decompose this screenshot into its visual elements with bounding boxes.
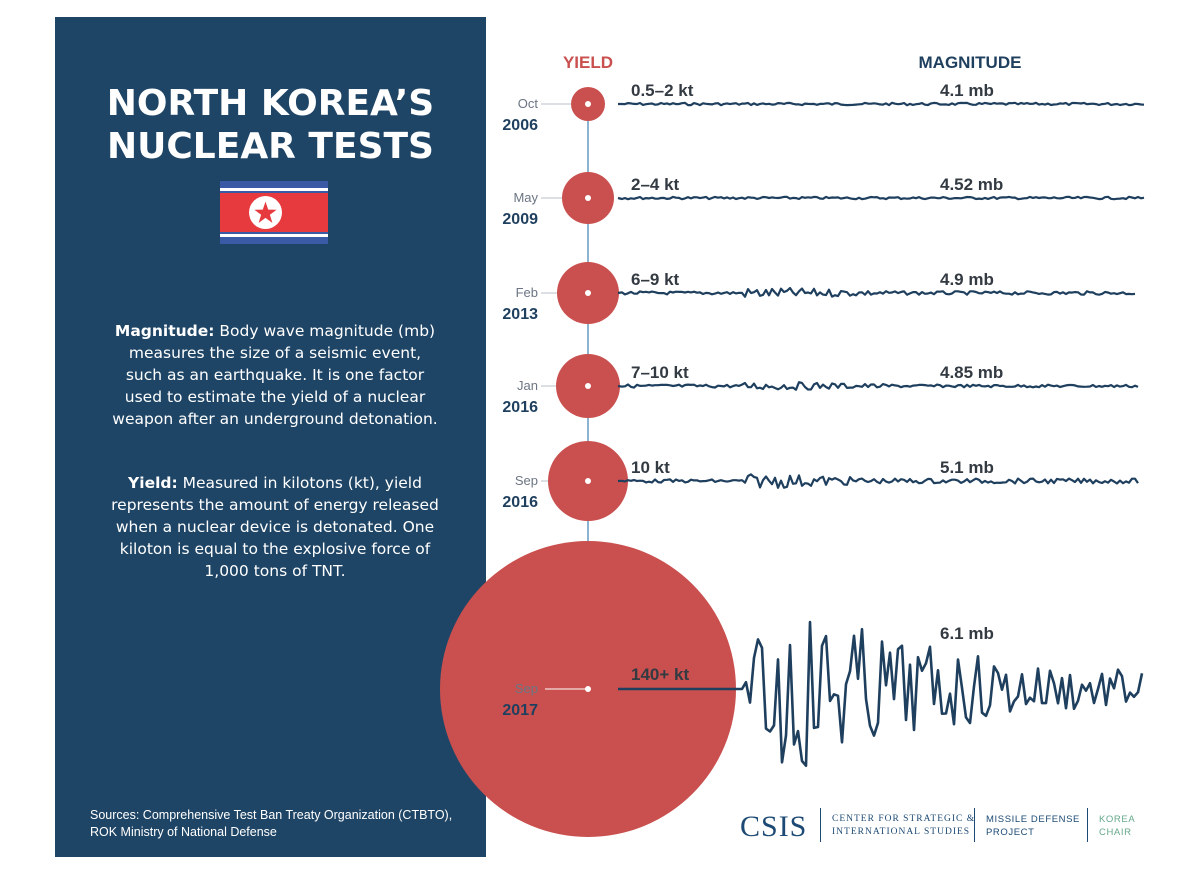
seismic-trace [617, 473, 1139, 489]
magnitude-label: 5.1 mb [940, 458, 994, 477]
logo-divider [1087, 808, 1088, 842]
test-month: Oct [518, 96, 539, 111]
seismic-trace [617, 286, 1136, 298]
missile-defense-project: MISSILE DEFENSE PROJECT [986, 813, 1080, 839]
magnitude-label: 4.52 mb [940, 175, 1003, 194]
test-year: 2016 [502, 399, 538, 416]
csis-wordmark: CSIS [740, 810, 808, 843]
csis-center-name: CENTER FOR STRATEGIC & INTERNATIONAL STU… [832, 813, 976, 839]
yield-definition: Yield: Measured in kilotons (kt), yield … [110, 472, 440, 582]
test-year: 2017 [502, 702, 538, 719]
yield-text: Measured in kilotons (kt), yield represe… [111, 474, 439, 580]
title-line-1: NORTH KOREA’S [106, 83, 435, 124]
test-year: 2016 [502, 494, 538, 511]
timeline-dot [585, 478, 591, 484]
title-line-2: NUCLEAR TESTS [107, 126, 434, 167]
test-month: May [513, 190, 538, 205]
magnitude-label: 4.85 mb [940, 363, 1003, 382]
test-month: Sep [515, 473, 538, 488]
test-month: Feb [516, 285, 538, 300]
timeline-dot [585, 290, 591, 296]
logo-divider [820, 808, 821, 842]
timeline-dot [585, 383, 591, 389]
yield-label: 10 kt [631, 458, 670, 477]
yield-label: 0.5–2 kt [631, 81, 694, 100]
korea-chair: KOREA CHAIR [1099, 813, 1144, 839]
seismic-trace [618, 101, 1145, 107]
test-year: 2013 [502, 306, 538, 323]
test-year: 2009 [502, 211, 538, 228]
test-month: Sep [515, 681, 538, 696]
yield-header: YIELD [563, 53, 613, 72]
seismic-trace [617, 195, 1145, 201]
sources-note: Sources: Comprehensive Test Ban Treaty O… [90, 808, 453, 839]
timeline-dot [585, 686, 591, 692]
yield-label: 140+ kt [631, 665, 689, 684]
magnitude-label: 4.9 mb [940, 270, 994, 289]
seismic-trace [617, 381, 1139, 391]
timeline-dot [585, 101, 591, 107]
info-panel: NORTH KOREA’S NUCLEAR TESTS Magnitude: B… [55, 17, 486, 857]
magnitude-label: 4.1 mb [940, 81, 994, 100]
center-line-1: CENTER FOR STRATEGIC & [832, 814, 976, 824]
logo-divider [974, 808, 975, 842]
yield-label: 7–10 kt [631, 363, 689, 382]
magnitude-definition: Magnitude: Body wave magnitude (mb) meas… [110, 320, 440, 430]
mdp-line-2: PROJECT [986, 827, 1035, 838]
korea-line-2: CHAIR [1099, 827, 1132, 838]
page-title: NORTH KOREA’S NUCLEAR TESTS [55, 82, 486, 168]
timeline-dot [585, 195, 591, 201]
magnitude-term: Magnitude: [114, 322, 215, 340]
magnitude-header: MAGNITUDE [919, 53, 1022, 72]
mdp-line-1: MISSILE DEFENSE [986, 814, 1080, 825]
magnitude-text: Body wave magnitude (mb) measures the si… [112, 322, 438, 428]
yield-label: 2–4 kt [631, 175, 680, 194]
seismic-trace [618, 620, 1144, 767]
magnitude-label: 6.1 mb [940, 624, 994, 643]
test-month: Jan [517, 378, 538, 393]
yield-label: 6–9 kt [631, 270, 680, 289]
test-year: 2006 [502, 117, 538, 134]
yield-term: Yield: [128, 474, 178, 492]
center-line-2: INTERNATIONAL STUDIES [832, 827, 971, 837]
korea-line-1: KOREA [1099, 814, 1136, 825]
north-korea-flag-icon [220, 181, 328, 244]
